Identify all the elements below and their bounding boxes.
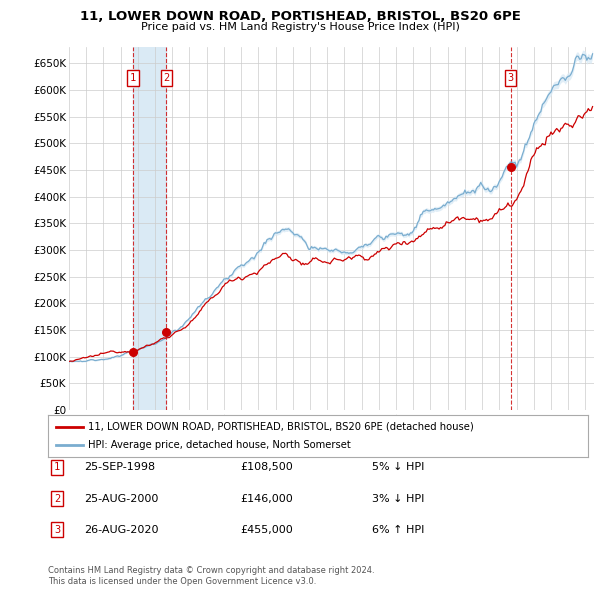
Text: 11, LOWER DOWN ROAD, PORTISHEAD, BRISTOL, BS20 6PE: 11, LOWER DOWN ROAD, PORTISHEAD, BRISTOL… bbox=[80, 10, 520, 23]
Text: £455,000: £455,000 bbox=[240, 525, 293, 535]
Text: 25-SEP-1998: 25-SEP-1998 bbox=[84, 463, 155, 472]
Text: £146,000: £146,000 bbox=[240, 494, 293, 503]
Text: 2: 2 bbox=[54, 494, 60, 503]
Bar bbox=[133, 47, 166, 410]
Text: 5% ↓ HPI: 5% ↓ HPI bbox=[372, 463, 424, 472]
Text: 26-AUG-2020: 26-AUG-2020 bbox=[84, 525, 158, 535]
Text: 3: 3 bbox=[508, 73, 514, 83]
Text: 1: 1 bbox=[130, 73, 136, 83]
Text: 6% ↑ HPI: 6% ↑ HPI bbox=[372, 525, 424, 535]
Text: 3: 3 bbox=[54, 525, 60, 535]
Text: Contains HM Land Registry data © Crown copyright and database right 2024.
This d: Contains HM Land Registry data © Crown c… bbox=[48, 566, 374, 586]
Text: 2: 2 bbox=[163, 73, 169, 83]
Text: 25-AUG-2000: 25-AUG-2000 bbox=[84, 494, 158, 503]
Text: £108,500: £108,500 bbox=[240, 463, 293, 472]
Text: 11, LOWER DOWN ROAD, PORTISHEAD, BRISTOL, BS20 6PE (detached house): 11, LOWER DOWN ROAD, PORTISHEAD, BRISTOL… bbox=[89, 422, 474, 432]
Text: Price paid vs. HM Land Registry's House Price Index (HPI): Price paid vs. HM Land Registry's House … bbox=[140, 22, 460, 32]
Text: HPI: Average price, detached house, North Somerset: HPI: Average price, detached house, Nort… bbox=[89, 440, 351, 450]
Text: 1: 1 bbox=[54, 463, 60, 472]
Text: 3% ↓ HPI: 3% ↓ HPI bbox=[372, 494, 424, 503]
